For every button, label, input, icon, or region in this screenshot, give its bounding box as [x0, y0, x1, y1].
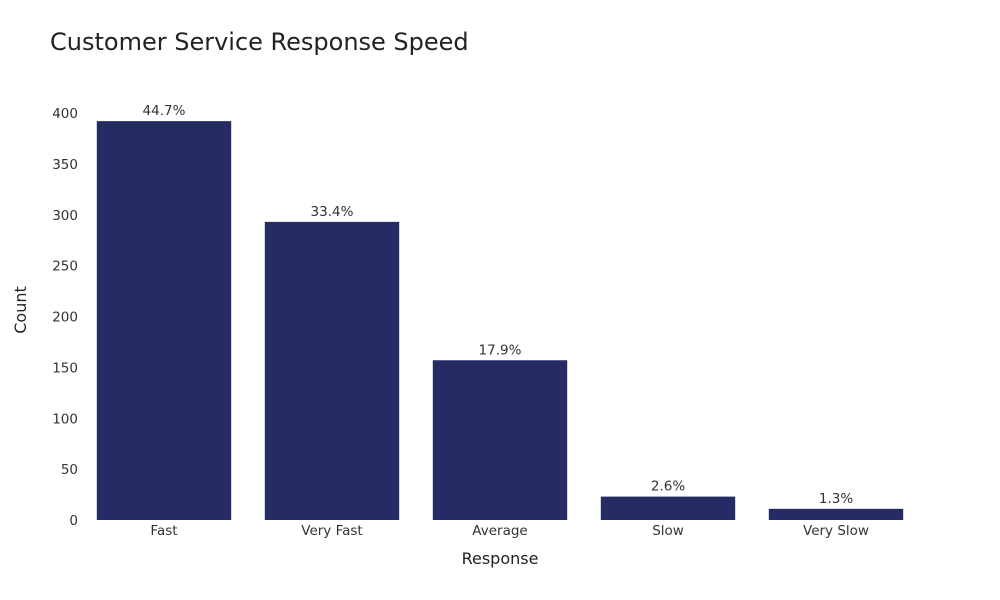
x-tick-label: Fast [150, 523, 177, 539]
y-tick-label: 350 [52, 157, 78, 173]
x-axis: Fast Very Fast Average Slow Very Slow [150, 523, 869, 539]
bar-average [432, 360, 568, 520]
bar-data-label: 44.7% [143, 103, 186, 119]
y-tick-label: 50 [61, 462, 78, 478]
bar-data-label: 2.6% [651, 479, 685, 495]
bar-slow [600, 496, 736, 520]
x-tick-label: Very Fast [301, 523, 362, 539]
y-tick-label: 100 [52, 411, 78, 427]
bar-data-label: 1.3% [819, 491, 853, 507]
x-tick-label: Very Slow [803, 523, 869, 539]
y-axis: 0 50 100 150 200 250 300 350 400 [52, 106, 78, 529]
data-labels: 44.7% 33.4% 17.9% 2.6% 1.3% [143, 103, 854, 507]
x-tick-label: Average [472, 523, 527, 539]
x-tick-label: Slow [652, 523, 684, 539]
y-tick-label: 400 [52, 106, 78, 122]
chart-title: Customer Service Response Speed [50, 28, 469, 56]
bars [96, 121, 904, 520]
y-axis-title: Count [11, 286, 30, 334]
bar-very-slow [768, 508, 904, 520]
x-axis-title: Response [462, 549, 539, 568]
y-tick-label: 0 [69, 513, 78, 529]
bar-data-label: 33.4% [311, 204, 354, 220]
y-tick-label: 300 [52, 208, 78, 224]
bar-very-fast [264, 221, 400, 520]
y-tick-label: 250 [52, 259, 78, 275]
bar-data-label: 17.9% [479, 342, 522, 358]
bar-fast [96, 121, 232, 520]
y-tick-label: 150 [52, 360, 78, 376]
y-tick-label: 200 [52, 310, 78, 326]
